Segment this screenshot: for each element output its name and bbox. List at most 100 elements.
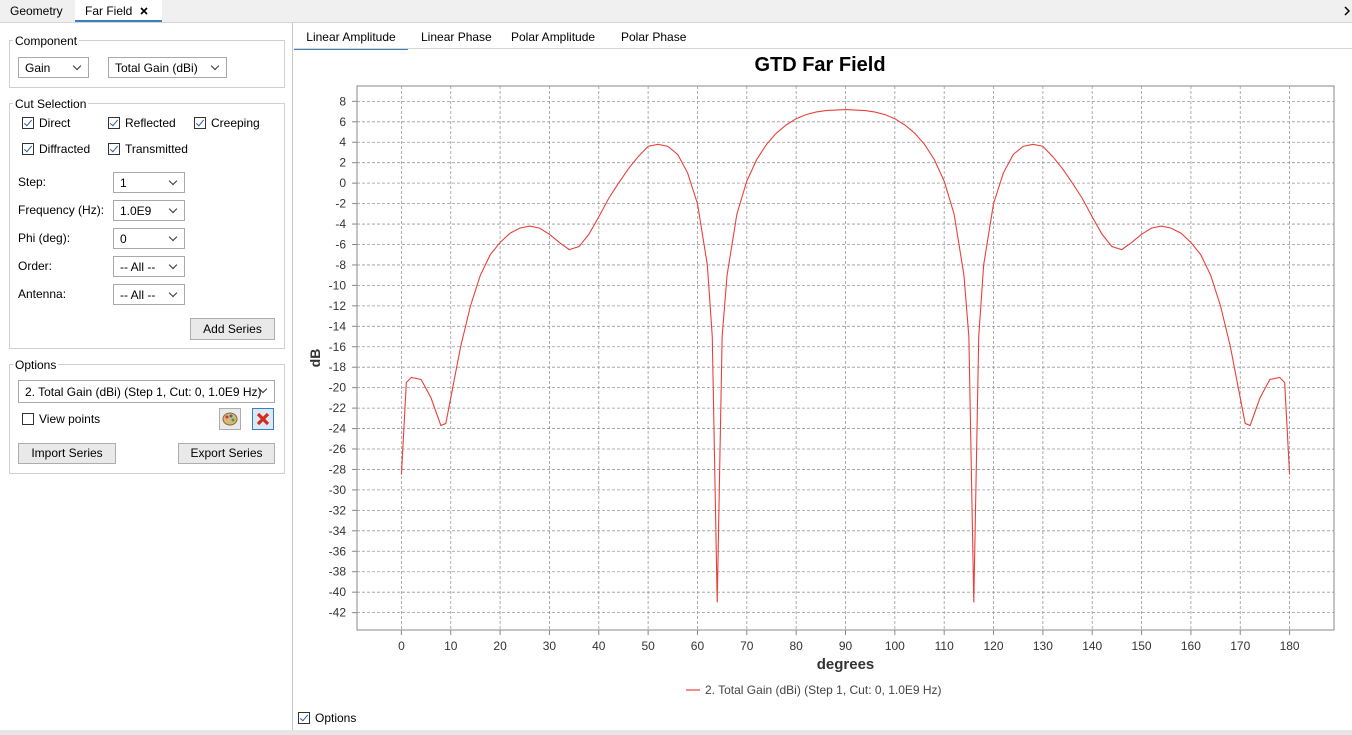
field-label: Phi (deg):	[18, 231, 71, 245]
y-tick-label: -38	[329, 565, 347, 579]
field-label: Frequency (Hz):	[18, 203, 105, 217]
y-tick-label: -26	[329, 442, 347, 456]
dropdown[interactable]: 0	[113, 228, 185, 249]
tab[interactable]: Far Field	[75, 0, 162, 22]
palette-button[interactable]	[219, 408, 241, 430]
checkbox[interactable]	[298, 712, 310, 724]
y-tick-label: -16	[329, 340, 347, 354]
checkbox[interactable]	[22, 117, 34, 129]
y-tick-label: -22	[329, 401, 347, 415]
checkbox-label: Diffracted	[39, 142, 91, 156]
checkbox[interactable]	[22, 143, 34, 155]
tab-label: Far Field	[85, 4, 133, 18]
dropdown[interactable]: 1.0E9	[113, 200, 185, 221]
x-tick-label: 180	[1280, 639, 1300, 653]
x-tick-label: 140	[1082, 639, 1102, 653]
view-tab[interactable]: Linear Amplitude	[294, 28, 408, 50]
x-tick-label: 50	[641, 639, 655, 653]
group-box	[9, 103, 285, 349]
group-title: Component	[13, 34, 80, 48]
y-tick-label: 8	[339, 94, 346, 108]
x-tick-label: 110	[935, 639, 954, 653]
y-tick-label: -6	[335, 237, 346, 251]
dropdown[interactable]: 2. Total Gain (dBi) (Step 1, Cut: 0, 1.0…	[18, 380, 275, 403]
x-tick-label: 30	[543, 639, 557, 653]
y-tick-label: -42	[329, 606, 347, 620]
y-tick-label: -2	[335, 197, 346, 211]
dropdown[interactable]: -- All --	[113, 256, 185, 277]
field-label: Step:	[18, 175, 47, 189]
button[interactable]: Add Series	[190, 318, 275, 340]
dropdown[interactable]: Gain	[18, 57, 89, 78]
checkbox[interactable]	[194, 117, 206, 129]
checkbox[interactable]	[22, 413, 34, 425]
x-tick-label: 80	[789, 639, 803, 653]
y-tick-label: -20	[329, 381, 347, 395]
tab[interactable]: Geometry	[10, 4, 63, 18]
status-bar	[0, 730, 1352, 735]
y-tick-label: 4	[339, 135, 346, 149]
group-box	[9, 40, 285, 88]
side-panel	[0, 23, 293, 730]
x-tick-label: 0	[398, 639, 405, 653]
group-box	[9, 364, 285, 474]
view-tab[interactable]: Polar Phase	[621, 30, 687, 44]
y-tick-label: 6	[339, 115, 346, 129]
x-tick-label: 70	[740, 639, 754, 653]
dropdown[interactable]: Total Gain (dBi)	[108, 57, 227, 78]
checkbox-label: Direct	[39, 116, 71, 130]
x-tick-label: 20	[493, 639, 507, 653]
chart-title: GTD Far Field	[754, 54, 885, 76]
x-tick-label: 150	[1132, 639, 1152, 653]
button[interactable]: Import Series	[18, 443, 116, 464]
y-tick-label: -8	[335, 258, 346, 272]
checkbox-label: Options	[315, 711, 357, 725]
y-axis-label: dB	[307, 349, 323, 368]
delete-button[interactable]	[252, 408, 274, 430]
y-tick-label: -10	[329, 278, 347, 292]
group-title: Options	[13, 358, 59, 372]
x-tick-label: 60	[691, 639, 705, 653]
field-label: Antenna:	[18, 287, 67, 301]
x-tick-label: 130	[1033, 639, 1053, 653]
y-tick-label: -40	[329, 585, 347, 599]
checkbox-label: Creeping	[211, 116, 260, 130]
x-tick-label: 90	[839, 639, 853, 653]
checkbox[interactable]	[108, 117, 120, 129]
view-tab[interactable]: Linear Phase	[421, 30, 492, 44]
close-icon[interactable]	[140, 7, 148, 15]
field-label: Order:	[18, 259, 53, 273]
y-tick-label: -30	[329, 483, 347, 497]
x-tick-label: 120	[984, 639, 1004, 653]
button[interactable]: Export Series	[178, 443, 275, 464]
group-title: Cut Selection	[13, 97, 89, 111]
separator	[294, 48, 1352, 49]
x-tick-label: 100	[885, 639, 905, 653]
dropdown[interactable]: -- All --	[113, 284, 185, 305]
y-tick-label: -36	[329, 544, 347, 558]
legend-label: 2. Total Gain (dBi) (Step 1, Cut: 0, 1.0…	[705, 683, 942, 697]
checkbox[interactable]	[108, 143, 120, 155]
view-tab[interactable]: Polar Amplitude	[511, 30, 596, 44]
scroll-arrow[interactable]	[1344, 6, 1350, 16]
y-tick-label: -18	[329, 360, 347, 374]
x-tick-label: 40	[592, 639, 606, 653]
y-tick-label: -12	[329, 299, 347, 313]
checkbox-label: Reflected	[125, 116, 176, 130]
dropdown[interactable]: 1	[113, 172, 185, 193]
y-tick-label: 2	[339, 156, 346, 170]
y-tick-label: -24	[329, 422, 347, 436]
x-tick-label: 160	[1181, 639, 1201, 653]
y-tick-label: -32	[329, 503, 347, 517]
x-tick-label: 10	[444, 639, 458, 653]
tab-bar: Geometry Far Field	[0, 0, 1352, 23]
x-tick-label: 170	[1230, 639, 1250, 653]
x-axis-label: degrees	[817, 656, 875, 673]
y-tick-label: -4	[335, 217, 346, 231]
data-line	[400, 108, 1291, 603]
y-tick-label: -34	[329, 524, 347, 538]
checkbox-label: Transmitted	[125, 142, 188, 156]
y-tick-label: -14	[329, 319, 347, 333]
